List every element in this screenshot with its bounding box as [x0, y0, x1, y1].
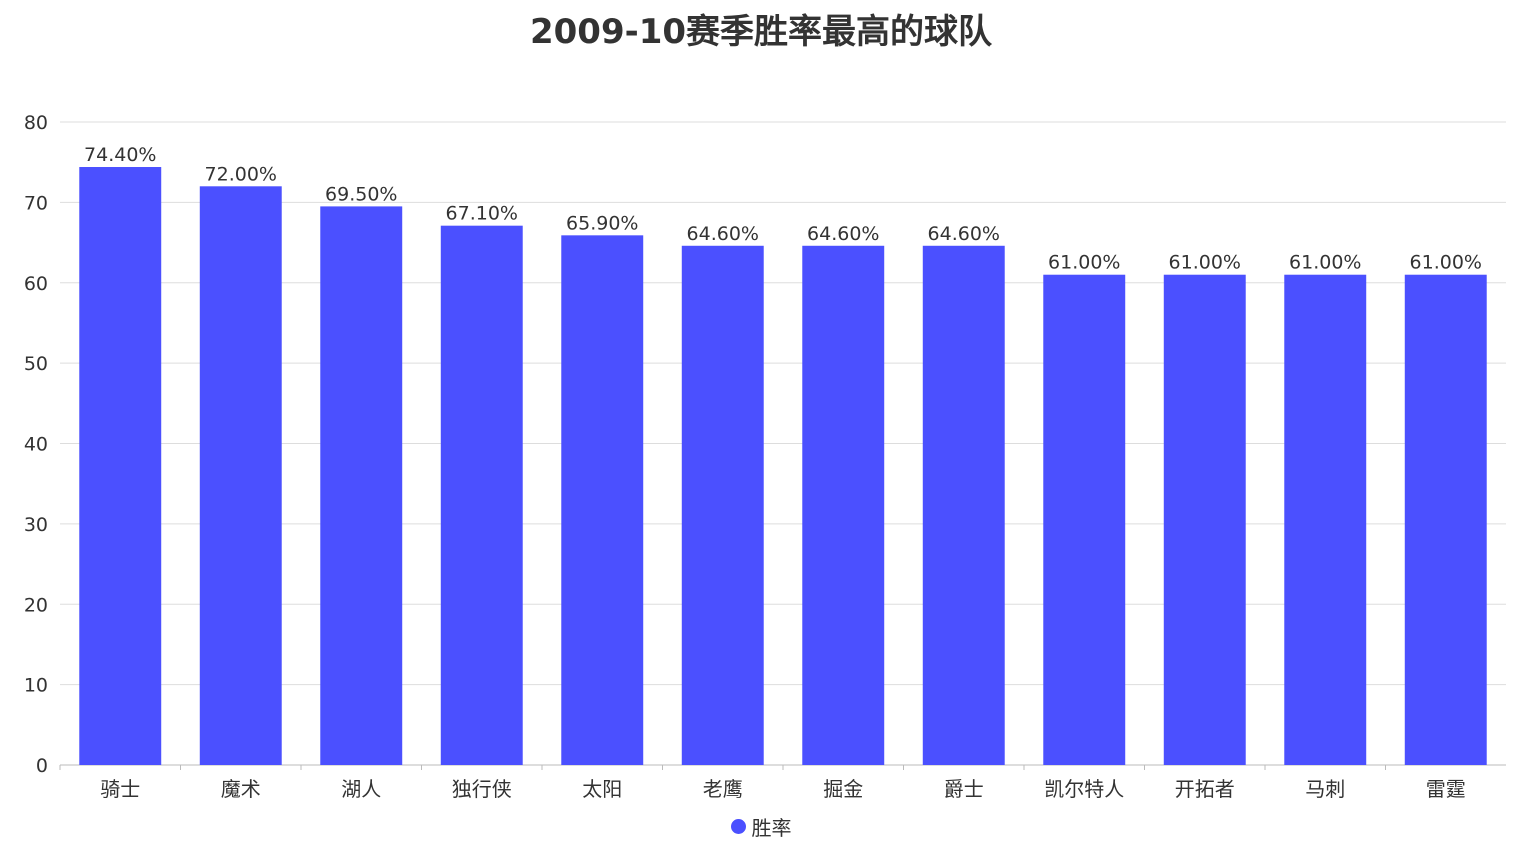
x-tick-label: 老鹰 [703, 777, 743, 801]
data-label: 61.00% [1048, 252, 1120, 274]
bar[interactable] [561, 235, 644, 766]
bar[interactable] [681, 245, 764, 766]
bar[interactable] [440, 225, 523, 766]
bar[interactable] [320, 206, 403, 766]
x-tick-label: 魔术 [221, 777, 261, 801]
bar[interactable] [1284, 274, 1367, 765]
chart-title: 2009-10赛季胜率最高的球队 [529, 12, 993, 52]
data-label: 72.00% [205, 163, 277, 185]
x-tick-label: 独行侠 [452, 777, 512, 801]
data-label: 64.60% [687, 223, 759, 245]
data-label: 65.90% [566, 212, 638, 234]
bar[interactable] [199, 186, 282, 766]
data-label: 61.00% [1410, 252, 1482, 274]
x-tick-label: 开拓者 [1175, 777, 1235, 801]
y-axis-ticks: 0 10 20 30 40 50 60 70 80 [24, 112, 48, 777]
x-tick-label: 凯尔特人 [1044, 777, 1124, 801]
data-label: 69.50% [325, 183, 397, 205]
x-tick-label: 雷霆 [1426, 777, 1466, 801]
bar[interactable] [1404, 274, 1487, 765]
bar[interactable] [1043, 274, 1126, 765]
y-tick-label: 0 [36, 755, 48, 777]
x-tick-label: 湖人 [341, 777, 381, 801]
y-tick-label: 40 [24, 434, 48, 456]
data-label: 61.00% [1169, 252, 1241, 274]
bar[interactable] [79, 167, 162, 765]
x-tick-label: 太阳 [582, 777, 622, 801]
y-tick-label: 80 [24, 112, 48, 134]
data-labels: 74.40% 72.00% 69.50% 67.10% 65.90% 64.60% 64.6… [84, 144, 1482, 274]
bar[interactable] [1163, 274, 1246, 765]
x-tick-label: 马刺 [1305, 777, 1345, 801]
x-tick-label: 爵士 [944, 777, 984, 801]
x-tick-label: 骑士 [100, 777, 140, 801]
y-tick-label: 10 [24, 675, 48, 697]
legend-marker-icon [730, 819, 746, 834]
y-tick-label: 70 [24, 192, 48, 214]
data-label: 61.00% [1289, 252, 1361, 274]
data-label: 74.40% [84, 144, 156, 166]
x-axis-ticks: 骑士 魔术 湖人 独行侠 太阳 老鹰 掘金 爵士 凯尔特人 开拓者 马刺 雷霆 [59, 765, 1466, 801]
legend[interactable]: 胜率 [0, 812, 1522, 841]
bars [79, 167, 1487, 766]
y-tick-label: 60 [24, 273, 48, 295]
data-label: 64.60% [928, 223, 1000, 245]
y-tick-label: 20 [24, 594, 48, 616]
bar[interactable] [802, 245, 885, 766]
y-tick-label: 30 [24, 514, 48, 536]
bar[interactable] [922, 245, 1005, 766]
y-tick-label: 50 [24, 353, 48, 375]
data-label: 64.60% [807, 223, 879, 245]
data-label: 67.10% [446, 203, 518, 225]
legend-label: 胜率 [751, 816, 792, 840]
x-tick-label: 掘金 [823, 777, 863, 801]
